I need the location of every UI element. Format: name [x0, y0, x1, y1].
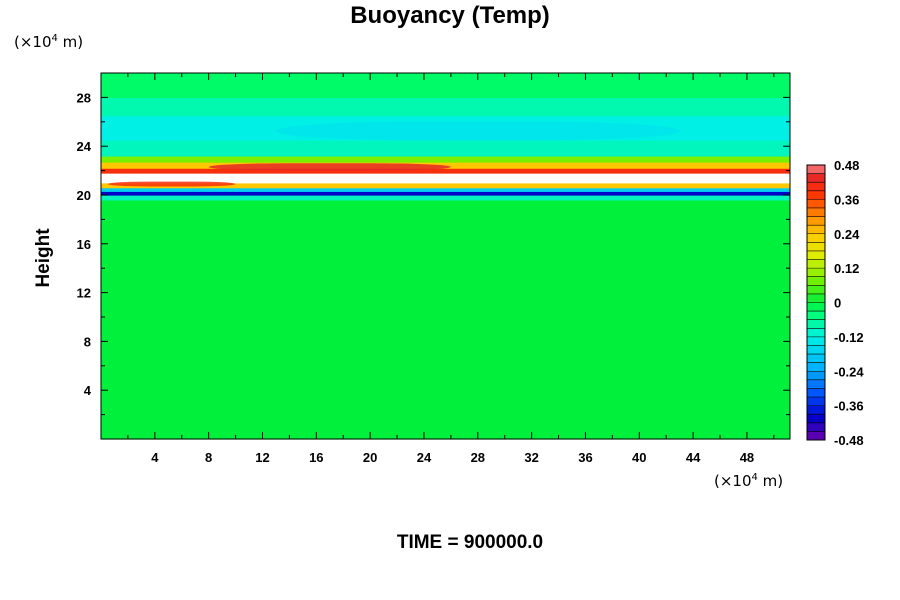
y-tick-label: 8 [84, 334, 91, 349]
colorbar-swatch [807, 319, 825, 329]
colorbar-tick-label: -0.12 [834, 330, 864, 345]
colorbar-swatch [807, 199, 825, 209]
colorbar-swatch [807, 328, 825, 338]
colorbar-tick-label: -0.48 [834, 433, 864, 448]
y-unit-prefix: (×10 [14, 33, 52, 51]
colorbar-swatch [807, 371, 825, 381]
colorbar-swatch [807, 259, 825, 269]
colorbar-tick-label: 0.48 [834, 158, 859, 173]
x-axis-unit: (×104 m) [714, 472, 783, 490]
field-band [101, 140, 790, 157]
field-band [101, 155, 790, 163]
colorbar-frame [806, 164, 826, 441]
field-band [101, 195, 790, 201]
colorbar-swatch [807, 422, 825, 432]
colorbar-swatch [807, 276, 825, 286]
x-tick-label: 44 [686, 450, 701, 465]
colorbar-swatch [807, 345, 825, 355]
colorbar-swatch [807, 336, 825, 346]
x-tick-label: 20 [363, 450, 377, 465]
plot-frame [100, 72, 791, 440]
field-band [101, 182, 790, 189]
colorbar-swatch [807, 182, 825, 192]
colorbar-swatch [807, 233, 825, 243]
x-tick-label: 48 [740, 450, 754, 465]
field-band [101, 97, 790, 117]
colorbar-tick-label: 0.12 [834, 261, 859, 276]
colorbar-tick-label: 0 [834, 296, 841, 311]
x-unit-exponent: 4 [751, 472, 758, 483]
field-band [101, 168, 790, 174]
y-axis-unit: (×104 m) [14, 33, 83, 51]
x-tick-label: 12 [255, 450, 269, 465]
x-tick-label: 32 [524, 450, 538, 465]
plot-field [101, 73, 790, 440]
colorbar-swatch [807, 190, 825, 200]
colorbar-tick-label: -0.24 [834, 364, 864, 379]
colorbar-swatch [807, 405, 825, 415]
colorbar-swatch [807, 388, 825, 398]
y-tick-label: 4 [84, 383, 92, 398]
colorbar-tick-label: -0.36 [834, 399, 864, 414]
field-patch [107, 181, 236, 187]
colorbar-swatch [807, 173, 825, 183]
x-tick-label: 24 [417, 450, 432, 465]
colorbar-swatch [807, 225, 825, 235]
colorbar-swatch [807, 242, 825, 252]
x-tick-label: 16 [309, 450, 323, 465]
colorbar-swatch [807, 165, 825, 174]
x-tick-label: 4 [151, 450, 159, 465]
x-tick-label: 8 [205, 450, 212, 465]
y-tick-label: 16 [77, 237, 91, 252]
colorbar-tick-label: 0.36 [834, 192, 859, 207]
colorbar-swatch [807, 302, 825, 312]
y-tick-label: 28 [77, 90, 91, 105]
field-patch [275, 121, 680, 141]
x-tick-label: 28 [471, 450, 485, 465]
x-unit-prefix: (×10 [714, 472, 752, 490]
colorbar-swatch [807, 250, 825, 260]
colorbar-swatch [807, 362, 825, 372]
colorbar-swatch [807, 379, 825, 389]
field-patch [208, 163, 451, 171]
field-band [101, 173, 790, 184]
field-band [101, 73, 790, 98]
colorbar-swatch [807, 268, 825, 278]
colorbar-swatch [807, 354, 825, 364]
chart-title: Buoyancy (Temp) [350, 2, 550, 29]
colorbar: 0.48 0.36 0.24 0.12 0 -0.12 -0.24 -0.36 -0.48 [806, 158, 864, 448]
colorbar-swatch [807, 311, 825, 321]
field-band [101, 187, 790, 192]
field-band [101, 162, 790, 169]
colorbar-tick-label: 0.24 [834, 227, 860, 242]
time-label: TIME = 900000.0 [396, 532, 544, 553]
y-tick-label: 24 [77, 139, 92, 154]
colorbar-swatch [807, 216, 825, 226]
colorbar-swatch [807, 414, 825, 424]
colorbar-swatch [807, 293, 825, 303]
y-tick-label: 12 [77, 286, 91, 301]
colorbar-swatch [807, 431, 825, 441]
x-tick-label: 40 [632, 450, 646, 465]
y-unit-exponent: 4 [51, 33, 58, 44]
x-unit-suffix: m) [757, 472, 784, 490]
y-tick-label: 20 [77, 188, 91, 203]
field-band [101, 191, 790, 196]
colorbar-swatch [807, 397, 825, 407]
x-tick-label: 36 [578, 450, 592, 465]
colorbar-swatch [807, 285, 825, 295]
field-band [101, 199, 790, 440]
y-unit-suffix: m) [57, 33, 84, 51]
colorbar-swatch [807, 207, 825, 217]
